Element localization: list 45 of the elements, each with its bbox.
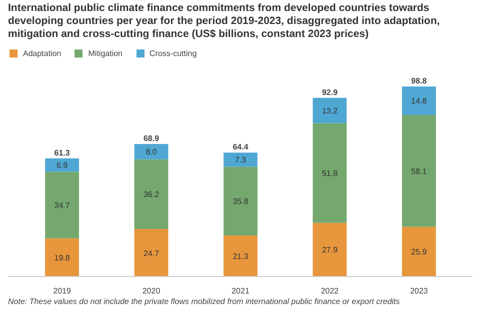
total-label: 64.4 [232,142,249,152]
total-label: 68.9 [143,134,160,143]
bar [402,114,436,227]
x-tick-label: 2019 [53,286,72,296]
total-label: 61.3 [54,148,70,158]
bar [45,238,79,276]
data-label: 19.8 [54,253,70,262]
bar [312,123,347,223]
bar [134,159,168,229]
data-label: 8.0 [146,148,158,157]
data-label: 7.3 [234,156,247,165]
bar [402,86,436,115]
bar [312,98,347,124]
data-label: 51.8 [322,169,338,178]
data-label: 24.7 [143,248,160,258]
bar [134,144,168,160]
data-label: 14.8 [411,96,428,106]
data-label: 36.2 [143,190,160,200]
data-label: 35.8 [232,197,249,206]
data-label: 6.9 [56,161,68,170]
x-tick-label: 2021 [232,286,250,296]
bar [224,152,258,167]
legend-label: Adaptation [23,48,62,58]
bar [45,158,79,172]
bar [224,166,258,236]
bar [402,226,436,276]
legend-label: Mitigation [88,48,123,58]
bar [134,229,168,276]
bar [224,236,258,276]
bar [45,172,79,238]
data-label: 34.7 [54,201,70,210]
data-label: 27.9 [322,246,338,255]
data-label: 13.2 [322,106,338,116]
total-label: 92.9 [322,88,338,97]
chart-title: International public climate finance commitments from developed countries towards developing countries per year for the period 2019-2023, disaggregated into adaptation, mitigation and cross-cutting finance (US$ billions, constant 2023 prices) [8,2,441,42]
data-label: 21.3 [232,252,249,262]
text: Note: These values do not include the private flows mobilized from international public finance or export credits [8,296,400,308]
x-tick-label: 2023 [410,286,428,296]
bar [312,222,347,276]
data-label: 25.9 [411,248,428,257]
legend-label: Cross-cutting [150,48,197,58]
x-tick-label: 2022 [320,286,340,296]
data-label: 58.1 [411,166,428,176]
total-label: 98.8 [411,76,428,86]
x-tick-label: 2020 [142,286,161,296]
